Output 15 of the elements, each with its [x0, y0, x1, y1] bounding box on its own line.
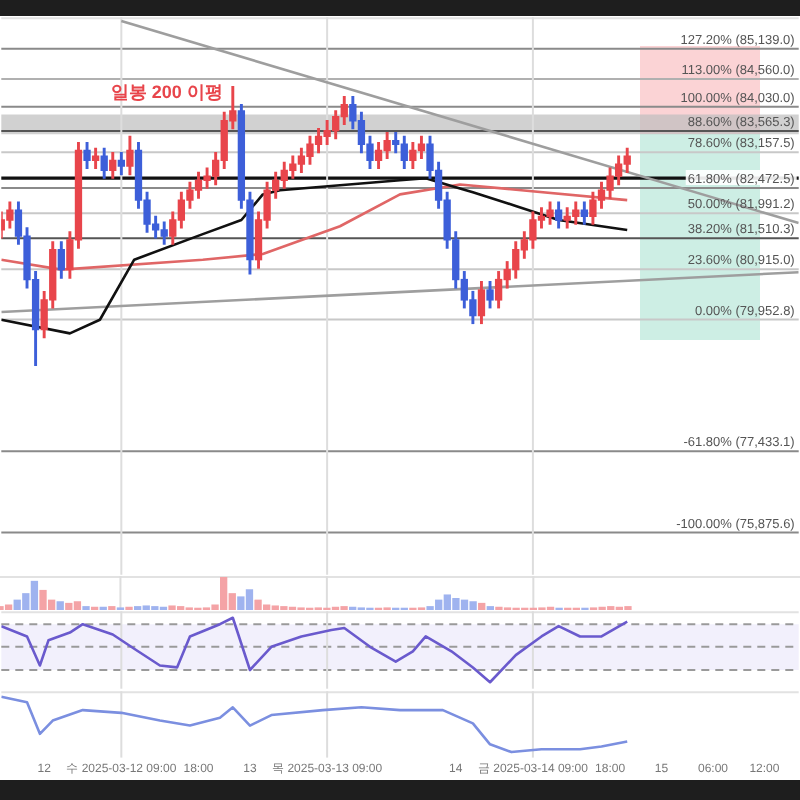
- annotation: 일봉 200 이평: [110, 81, 223, 102]
- bar: [460, 599, 469, 610]
- bar: [56, 601, 64, 610]
- bar: [73, 601, 82, 610]
- bar: [452, 598, 460, 610]
- bar: [478, 602, 486, 610]
- bar: [237, 596, 245, 610]
- bar: [4, 604, 13, 610]
- bar: [13, 599, 21, 610]
- bar: [469, 601, 477, 610]
- bar: [30, 580, 39, 610]
- bar: [39, 589, 47, 610]
- bar: [254, 599, 262, 610]
- bar: [245, 589, 254, 610]
- bar: [65, 602, 73, 610]
